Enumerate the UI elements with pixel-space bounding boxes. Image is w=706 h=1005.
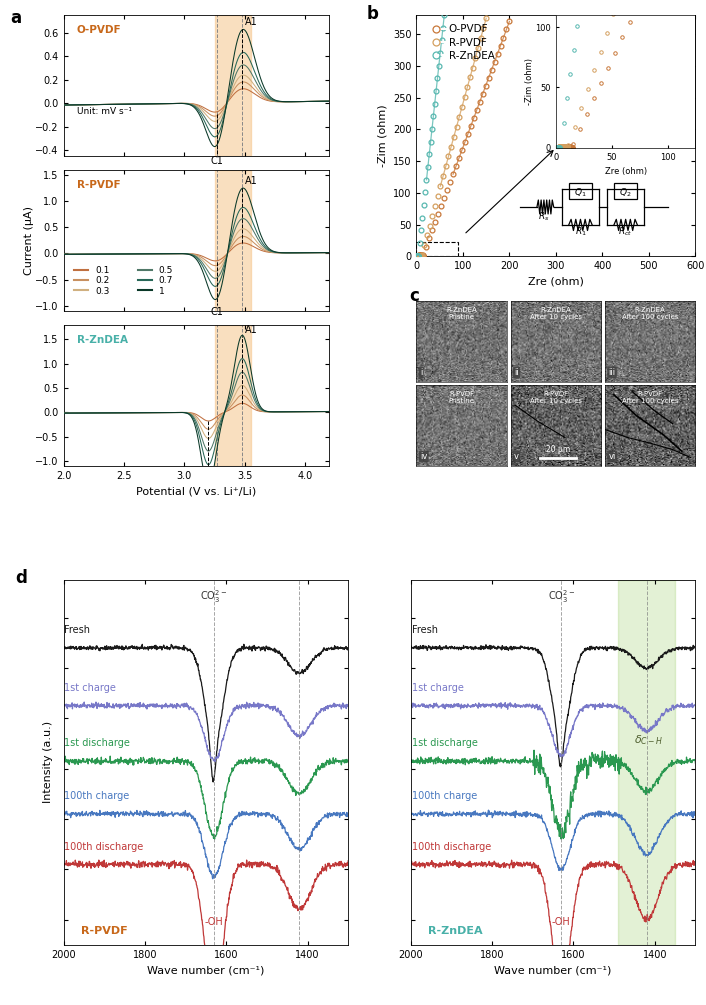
- Text: vi: vi: [609, 452, 616, 461]
- Bar: [215, 170, 251, 311]
- Text: -OH: -OH: [552, 917, 570, 927]
- Text: Fresh: Fresh: [64, 625, 90, 635]
- Text: 20 μm: 20 μm: [546, 444, 570, 453]
- Text: ii: ii: [514, 368, 519, 377]
- Text: A1: A1: [245, 17, 258, 27]
- Text: CO$_3^{2-}$: CO$_3^{2-}$: [548, 588, 575, 605]
- Bar: [215, 325, 251, 465]
- Text: v: v: [514, 452, 519, 461]
- X-axis label: Potential (V vs. Li⁺/Li): Potential (V vs. Li⁺/Li): [136, 486, 256, 496]
- Text: R-ZnDEA
Pristine: R-ZnDEA Pristine: [446, 307, 477, 321]
- Bar: [618, 580, 675, 945]
- Text: R-ZnDEA
After 100 cycles: R-ZnDEA After 100 cycles: [622, 307, 678, 321]
- Text: iv: iv: [420, 452, 427, 461]
- Text: R-PVDF
After 100 cycles: R-PVDF After 100 cycles: [622, 391, 678, 404]
- Text: 1st charge: 1st charge: [64, 683, 116, 693]
- Text: R-PVDF
Pristine: R-PVDF Pristine: [449, 391, 474, 404]
- Text: R-PVDF: R-PVDF: [80, 926, 127, 936]
- Text: A1: A1: [245, 176, 258, 186]
- Text: R-ZnDEA: R-ZnDEA: [77, 335, 128, 345]
- Legend: O-PVDF, R-PVDF, R-ZnDEA: O-PVDF, R-PVDF, R-ZnDEA: [421, 20, 498, 65]
- Text: $\delta_{C-H}$: $\delta_{C-H}$: [634, 734, 664, 748]
- Text: d: d: [15, 569, 27, 587]
- Text: 100th discharge: 100th discharge: [412, 841, 491, 851]
- Text: R-PVDF: R-PVDF: [77, 180, 121, 190]
- Y-axis label: Intensity (a.u.): Intensity (a.u.): [43, 722, 53, 803]
- Bar: [215, 15, 251, 156]
- Text: 100th discharge: 100th discharge: [64, 841, 143, 851]
- Text: i: i: [420, 368, 422, 377]
- X-axis label: Zre (ohm): Zre (ohm): [528, 277, 584, 286]
- Y-axis label: -Zim (ohm): -Zim (ohm): [378, 105, 388, 167]
- Text: 1st discharge: 1st discharge: [64, 739, 130, 749]
- Text: 100th charge: 100th charge: [412, 791, 477, 801]
- Text: CO$_3^{2-}$: CO$_3^{2-}$: [201, 588, 227, 605]
- Text: A1: A1: [245, 325, 258, 335]
- Text: 1st charge: 1st charge: [412, 683, 463, 693]
- X-axis label: Wave number (cm⁻¹): Wave number (cm⁻¹): [494, 965, 612, 975]
- Text: Unit: mV s⁻¹: Unit: mV s⁻¹: [77, 107, 132, 116]
- Text: 1st discharge: 1st discharge: [412, 739, 477, 749]
- Text: -OH: -OH: [205, 917, 223, 927]
- Text: 100th charge: 100th charge: [64, 791, 130, 801]
- Legend: 0.5, 0.7, 1: 0.5, 0.7, 1: [134, 262, 176, 299]
- Text: C1: C1: [210, 156, 223, 166]
- Text: R-PVDF
After 10 cycles: R-PVDF After 10 cycles: [530, 391, 582, 404]
- Text: c: c: [409, 286, 419, 305]
- X-axis label: Wave number (cm⁻¹): Wave number (cm⁻¹): [147, 965, 265, 975]
- Text: O-PVDF: O-PVDF: [77, 25, 121, 35]
- Text: iii: iii: [609, 368, 616, 377]
- Text: Fresh: Fresh: [412, 625, 438, 635]
- Text: b: b: [366, 5, 378, 23]
- Y-axis label: Current (μA): Current (μA): [24, 206, 34, 275]
- Text: a: a: [11, 9, 21, 27]
- Text: R-ZnDEA
After 10 cycles: R-ZnDEA After 10 cycles: [530, 307, 582, 321]
- Text: R-ZnDEA: R-ZnDEA: [428, 926, 482, 936]
- Text: C1: C1: [210, 308, 223, 318]
